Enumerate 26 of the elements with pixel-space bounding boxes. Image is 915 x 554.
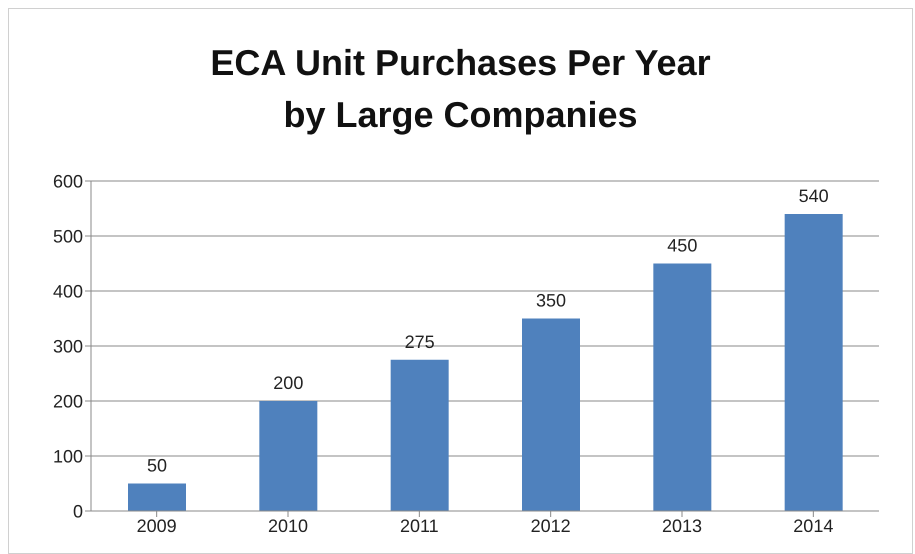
x-tick-label: 2013: [662, 516, 702, 536]
y-tick-label: 400: [52, 281, 83, 302]
x-tick-label: 2011: [400, 516, 439, 536]
y-tick-label: 0: [72, 501, 83, 522]
chart-title: ECA Unit Purchases Per Year by Large Companies: [210, 41, 711, 137]
y-tick-label: 200: [52, 391, 83, 412]
y-tick-label: 600: [52, 171, 83, 192]
data-label: 275: [404, 332, 435, 352]
y-tick-label: 100: [52, 446, 83, 466]
bar: [390, 360, 449, 511]
data-label: 450: [667, 236, 698, 256]
bar: [522, 318, 580, 511]
x-tick-label: 2012: [530, 516, 571, 536]
bar: [653, 264, 712, 511]
x-tick-label: 2010: [268, 516, 308, 536]
data-label: 50: [146, 456, 168, 476]
y-tick-label: 300: [52, 336, 83, 356]
data-label: 540: [798, 186, 829, 206]
y-tick-label: 500: [52, 226, 83, 246]
x-tick-label: 2014: [793, 516, 834, 536]
bar: [784, 214, 843, 511]
bar: [128, 484, 186, 511]
data-label: 200: [273, 373, 304, 393]
x-tick-label: 2009: [136, 516, 177, 536]
data-label: 350: [536, 290, 566, 310]
bar: [259, 401, 318, 511]
